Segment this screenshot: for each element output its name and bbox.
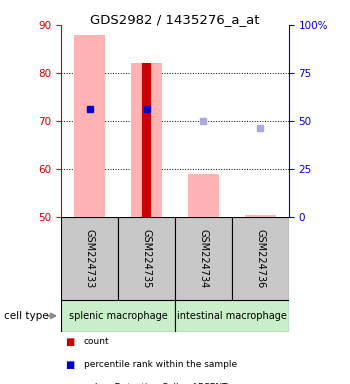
Text: percentile rank within the sample: percentile rank within the sample (84, 360, 237, 369)
Bar (188, 174, 219, 217)
Text: GSM224735: GSM224735 (141, 228, 152, 288)
Text: intestinal macrophage: intestinal macrophage (177, 311, 287, 321)
Text: GSM224734: GSM224734 (198, 228, 209, 288)
Bar (245, 215, 276, 217)
Bar (131, 63, 162, 217)
Text: GSM224736: GSM224736 (255, 228, 265, 288)
Text: count: count (84, 337, 110, 346)
Text: ■: ■ (65, 383, 75, 384)
Bar (74, 35, 105, 217)
Text: ■: ■ (65, 360, 75, 370)
Bar (61, 217, 118, 300)
Bar (232, 217, 289, 300)
Text: cell type: cell type (4, 311, 48, 321)
Text: splenic macrophage: splenic macrophage (69, 311, 168, 321)
Bar (118, 217, 175, 300)
Bar (142, 63, 151, 217)
Text: value, Detection Call = ABSENT: value, Detection Call = ABSENT (84, 383, 228, 384)
Text: GSM224733: GSM224733 (85, 228, 95, 288)
Bar (175, 300, 289, 332)
Bar (175, 217, 232, 300)
Bar (61, 300, 175, 332)
Text: ■: ■ (65, 337, 75, 347)
Text: GDS2982 / 1435276_a_at: GDS2982 / 1435276_a_at (90, 13, 260, 26)
